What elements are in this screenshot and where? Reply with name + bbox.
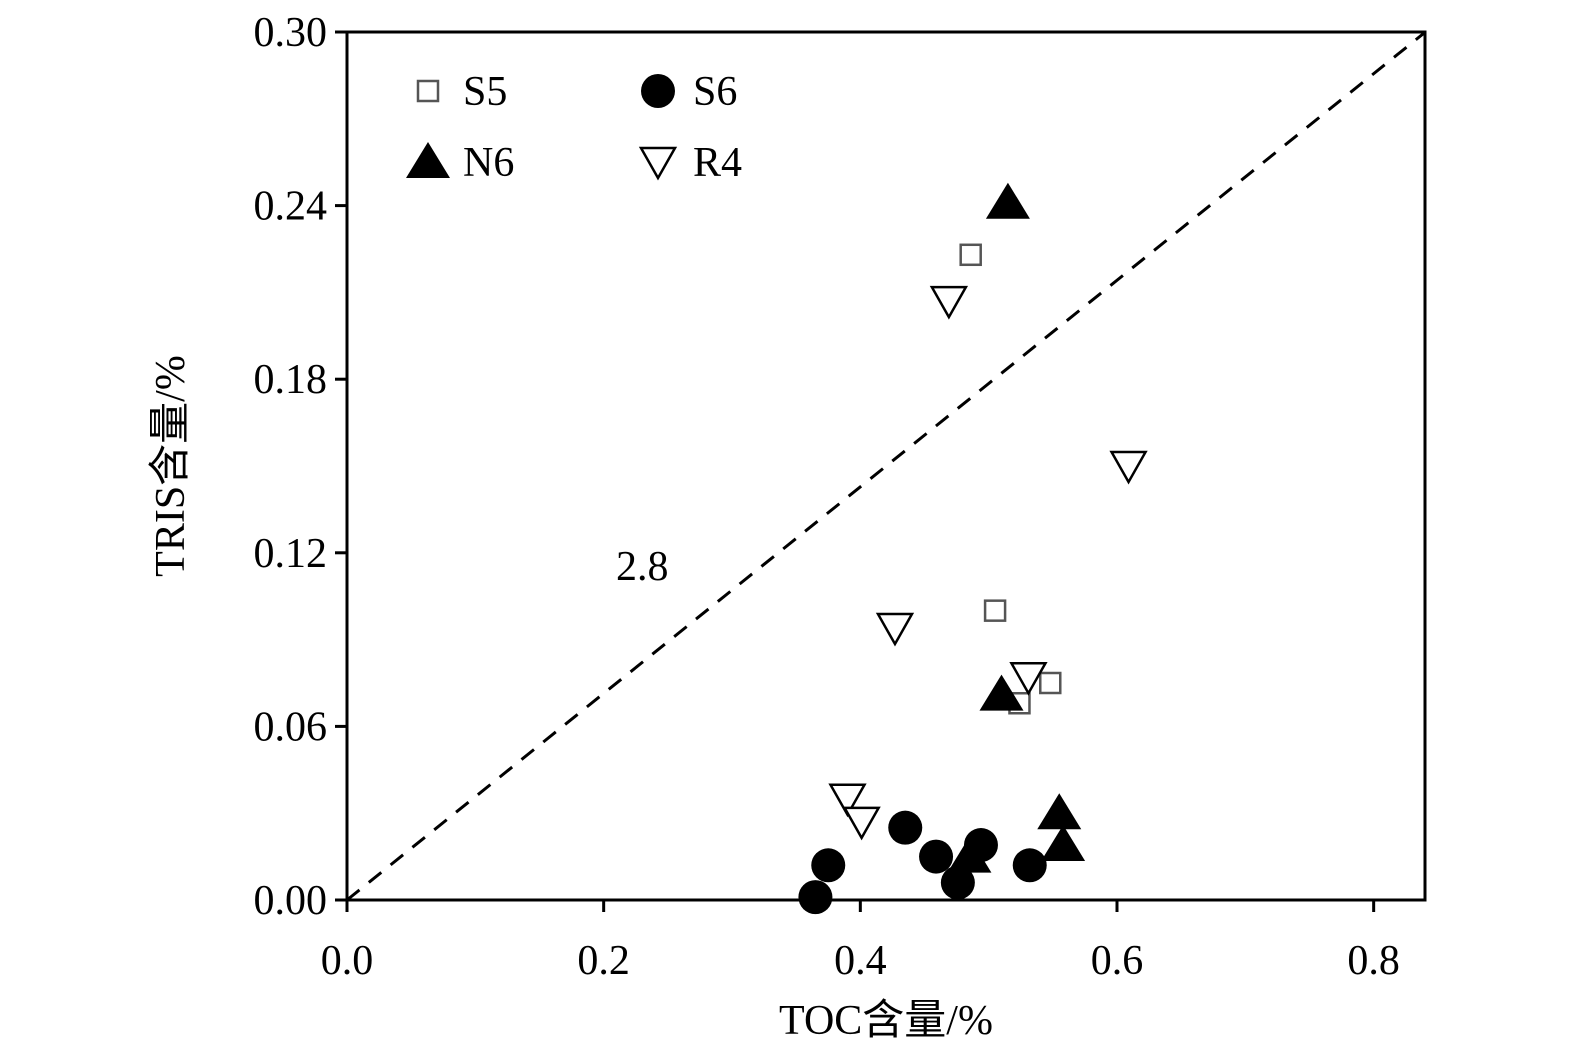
data-point-r4: [929, 285, 969, 320]
data-points-group: [798, 182, 1148, 915]
data-point-s6: [811, 848, 846, 883]
data-point-s6: [798, 880, 833, 915]
data-point-s6: [919, 839, 954, 874]
y-tick-label: 0.18: [254, 357, 328, 403]
x-tick-label: 0.2: [577, 938, 630, 984]
data-point-s5: [959, 243, 982, 267]
y-tick-label: 0.00: [254, 878, 328, 924]
data-point-r4: [828, 783, 867, 818]
legend-marker-s6: [641, 74, 675, 108]
legend-marker-n6: [406, 142, 450, 178]
x-tick-label: 0.4: [834, 938, 887, 984]
y-axis-title: TRIS含量/%: [148, 355, 194, 577]
y-tick-label: 0.30: [254, 10, 328, 56]
data-point-n6: [1041, 825, 1086, 862]
legend-label-s6: S6: [693, 69, 737, 115]
ref-line-label: 2.8: [616, 544, 669, 590]
data-point-n6: [985, 182, 1030, 219]
data-point-s5: [1039, 671, 1062, 695]
y-tick-label: 0.24: [254, 184, 328, 230]
legend-label-n6: N6: [463, 140, 514, 186]
x-tick-label: 0.0: [321, 938, 374, 984]
data-point-r4: [842, 806, 881, 841]
legend: S5 S6 N6 R4: [406, 69, 742, 186]
data-point-n6: [947, 836, 992, 873]
legend-label-s5: S5: [463, 69, 507, 115]
plot-frame: [345, 30, 1427, 902]
data-point-s6: [888, 810, 923, 845]
axis-ticks-group: 0.0 0.2 0.4 0.6 0.8 0.00 0.06 0.12 0.18 0.24 0.30: [254, 10, 1400, 984]
legend-label-r4: R4: [693, 140, 742, 186]
x-tick-label: 0.8: [1347, 938, 1400, 984]
data-point-s6: [940, 865, 975, 900]
data-point-r4: [1109, 450, 1148, 485]
data-point-s5: [983, 599, 1007, 622]
reference-line: [346, 31, 1426, 902]
data-point-n6: [1037, 793, 1082, 830]
y-tick-label: 0.12: [254, 531, 328, 577]
y-tick-label: 0.06: [254, 704, 328, 750]
legend-marker-r4: [638, 146, 678, 181]
x-tick-label: 0.6: [1091, 938, 1144, 984]
x-axis-title: TOC含量/%: [779, 998, 993, 1044]
data-point-r4: [1009, 661, 1048, 696]
data-point-s6: [1012, 848, 1047, 883]
data-point-r4: [875, 612, 915, 647]
reference-line-group: [346, 31, 1426, 902]
legend-marker-s5: [416, 79, 440, 103]
data-point-n6: [979, 674, 1024, 711]
